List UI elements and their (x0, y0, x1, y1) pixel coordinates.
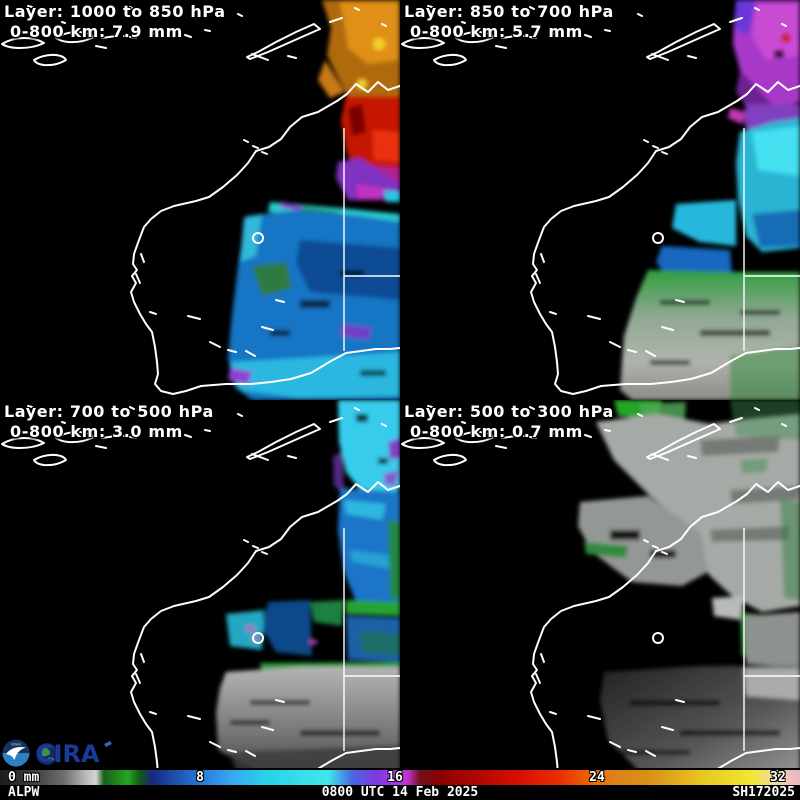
svg-text:CIRA: CIRA (36, 740, 100, 766)
colorbar-label-16: 16 (387, 770, 403, 785)
colorbar-label-32: 32 (770, 770, 786, 785)
panel-label-850-700: Layer: 850 to 700 hPa 0-800 km: 5.7 mm (404, 2, 614, 41)
data-layer (228, 0, 400, 400)
colorbar-label-24: 24 (589, 770, 605, 785)
panel-1000-850: Layer: 1000 to 850 hPa 0-800 km: 7.9 mm (0, 0, 400, 400)
panel-500-300: Layer: 500 to 300 hPa 0-800 km: 0.7 mm (400, 400, 800, 800)
panel-850-700: Layer: 850 to 700 hPa 0-800 km: 5.7 mm (400, 0, 800, 400)
footer-row: ALPW 0800 UTC 14 Feb 2025 SH172025 (0, 785, 800, 800)
svg-text:NOAA: NOAA (11, 743, 21, 747)
noaa-logo-icon: NOAA (2, 739, 30, 767)
colorbar-label-0: 0 mm (8, 770, 40, 785)
panel-label-1000-850: Layer: 1000 to 850 hPa 0-800 km: 7.9 mm (4, 2, 226, 41)
panel-700-500: Layer: 700 to 500 hPa 0-800 km: 3.0 mm (0, 400, 400, 800)
map-700-500 (1, 400, 400, 795)
colorbar: 0 mm 8 16 24 32 (0, 770, 800, 785)
colorbar-label-8: 8 (196, 770, 204, 785)
storm-id: SH172025 (732, 785, 795, 800)
data-layer (216, 400, 400, 772)
map-500-300 (401, 400, 800, 795)
cira-logo-icon: CIRA (36, 740, 112, 766)
product-name: ALPW (8, 785, 40, 800)
bottom-annotation-bar: 0 mm 8 16 24 32 ALPW 0800 UTC 14 Feb 202… (0, 768, 800, 800)
map-850-700 (401, 0, 800, 400)
logo-area: NOAA CIRA (2, 739, 118, 767)
map-1000-850 (1, 0, 400, 400)
panel-label-700-500: Layer: 700 to 500 hPa 0-800 km: 3.0 mm (4, 402, 214, 441)
panel-label-500-300: Layer: 500 to 300 hPa 0-800 km: 0.7 mm (404, 402, 614, 441)
timestamp: 0800 UTC 14 Feb 2025 (321, 785, 479, 800)
data-layer (620, 0, 800, 400)
data-layer (578, 400, 800, 772)
